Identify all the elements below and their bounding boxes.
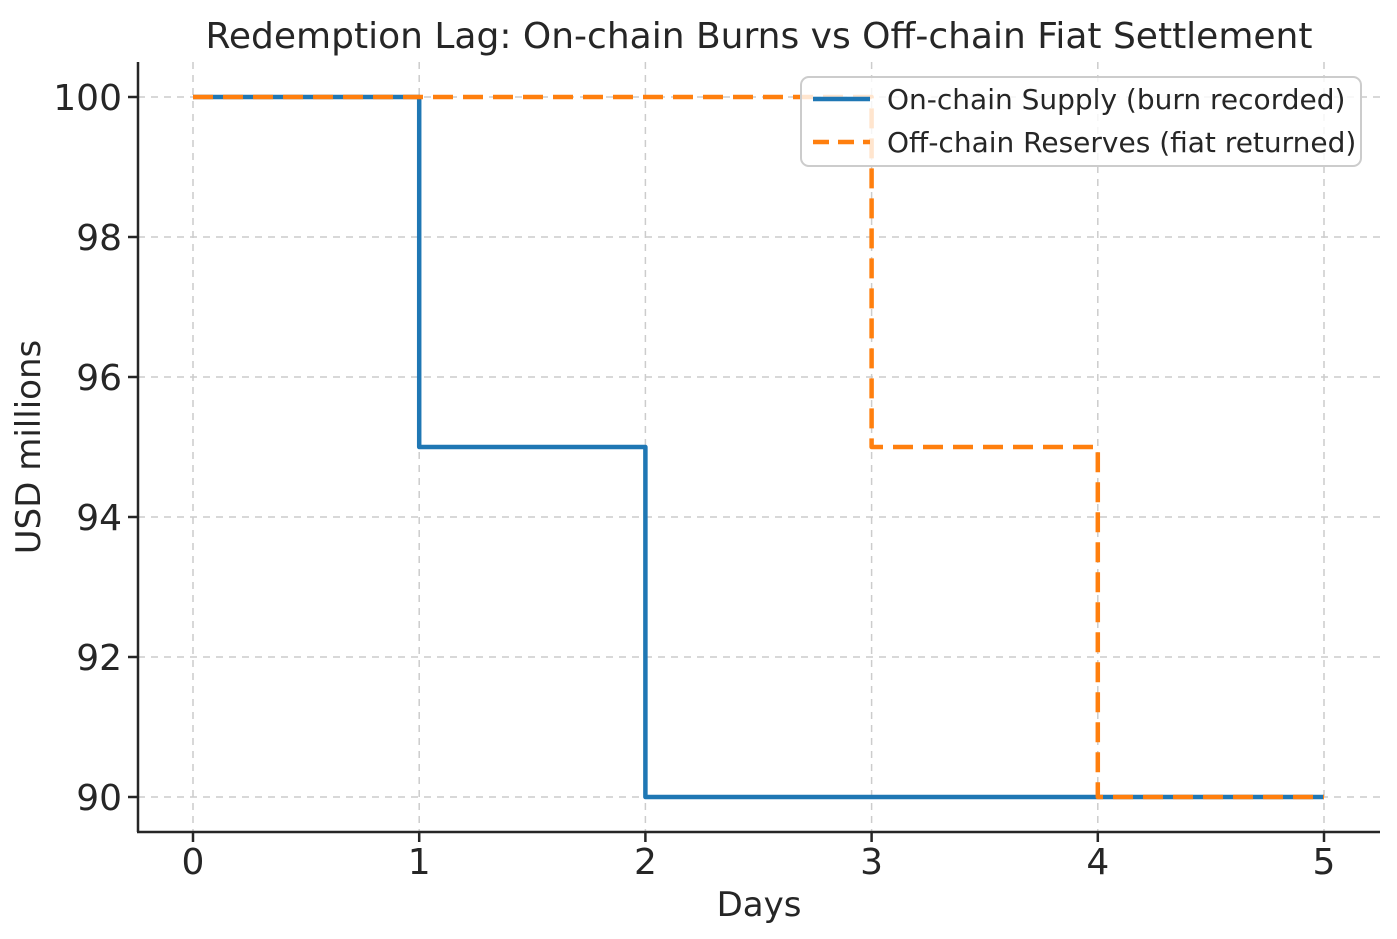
legend-label-onchain: On-chain Supply (burn recorded) [887,83,1345,116]
series-layer [193,94,1324,800]
x-axis: 0 1 2 3 4 5 [182,832,1336,883]
x-tick-label: 0 [182,842,205,883]
plot-title: Redemption Lag: On-chain Burns vs Off-ch… [206,16,1313,57]
y-axis-label: USD millions [9,340,49,554]
legend-label-offchain: Off-chain Reserves (fiat returned) [887,126,1356,159]
x-axis-label: Days [717,885,802,925]
x-tick-label: 4 [1086,842,1109,883]
y-tick-label: 94 [76,498,122,539]
x-tick-label: 3 [860,842,883,883]
legend: On-chain Supply (burn recorded) Off-chai… [800,76,1362,167]
legend-box [800,76,1362,167]
x-tick-label: 5 [1313,842,1336,883]
gridlines [138,62,1380,832]
y-tick-label: 98 [76,218,122,259]
x-tick-label: 1 [408,842,431,883]
y-axis: 90 92 94 96 98 100 [53,78,138,819]
y-tick-label: 92 [76,638,122,679]
axes-spines [136,62,1380,834]
y-tick-label: 96 [76,358,122,399]
y-tick-label: 100 [53,78,122,119]
y-tick-label: 90 [76,778,122,819]
x-tick-label: 2 [634,842,657,883]
offchain-reserves-line [193,94,1324,800]
onchain-supply-line [193,94,1324,800]
